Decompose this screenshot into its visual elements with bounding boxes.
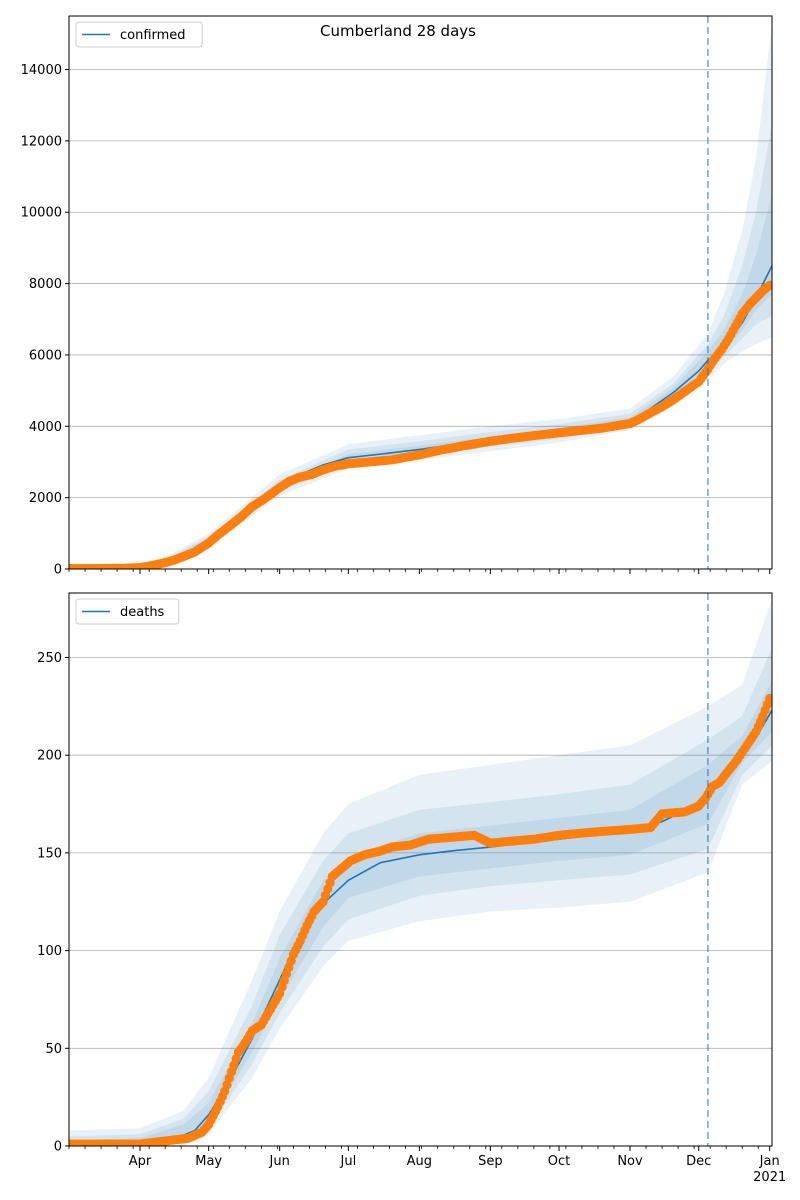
y-tick-label: 10000	[21, 206, 62, 221]
y-tick-label: 50	[45, 1042, 62, 1057]
plot-area	[69, 598, 772, 1146]
legend-label: deaths	[120, 605, 165, 620]
x-tick-label: Sep	[478, 1154, 503, 1169]
x-tick-label: Jul	[340, 1154, 357, 1169]
x-tick-label: Aug	[407, 1154, 432, 1169]
observed-point	[765, 280, 772, 290]
observed-series	[69, 280, 772, 569]
axes-frame	[68, 15, 773, 570]
plot-area	[69, 23, 772, 569]
y-tick-label: 6000	[29, 348, 62, 363]
y-tick-label: 200	[37, 749, 62, 764]
x-tick-sublabel: 2021	[753, 1170, 786, 1185]
uncertainty-band-outer	[69, 598, 772, 1146]
x-tick-label: Oct	[548, 1154, 570, 1169]
y-tick-label: 0	[54, 563, 62, 578]
uncertainty-band-outer	[69, 23, 772, 569]
uncertainty-band-middle	[69, 647, 772, 1146]
legend: confirmed	[75, 21, 203, 48]
x-tick-label: Nov	[617, 1154, 643, 1169]
figure-title: Cumberland 28 days	[320, 22, 476, 40]
y-tick-label: 8000	[29, 277, 62, 292]
deaths-panel: 0 50 100 150 200 250 Apr May Jun Jul Aug Sep Oct Nov D…	[37, 592, 786, 1185]
y-tick-label: 12000	[21, 134, 62, 149]
confirmed-panel: 0 2000 4000 6000 8000 10000 12000 14000 confirme…	[21, 15, 773, 578]
y-tick-label: 150	[37, 846, 62, 861]
y-tick-label: 2000	[29, 491, 62, 506]
observed-series	[69, 693, 772, 1146]
x-tick-label: Jan	[759, 1154, 780, 1169]
observed-point	[765, 693, 772, 704]
y-tick-label: 14000	[21, 63, 62, 78]
y-tick-label: 4000	[29, 420, 62, 435]
x-tick-label: Jun	[269, 1154, 290, 1169]
x-tick-label: Dec	[686, 1154, 711, 1169]
legend-box	[75, 598, 180, 625]
x-tick-label: May	[195, 1154, 222, 1169]
uncertainty-band-middle	[69, 123, 772, 569]
legend-label: confirmed	[120, 28, 186, 43]
x-tick-label: Apr	[129, 1154, 152, 1169]
y-tick-label: 250	[37, 651, 62, 666]
y-tick-label: 100	[37, 944, 62, 959]
legend-box	[75, 21, 203, 48]
legend: deaths	[75, 598, 180, 625]
model-median-line	[69, 265, 772, 569]
y-tick-label: 0	[54, 1140, 62, 1155]
axes-frame	[68, 592, 773, 1147]
